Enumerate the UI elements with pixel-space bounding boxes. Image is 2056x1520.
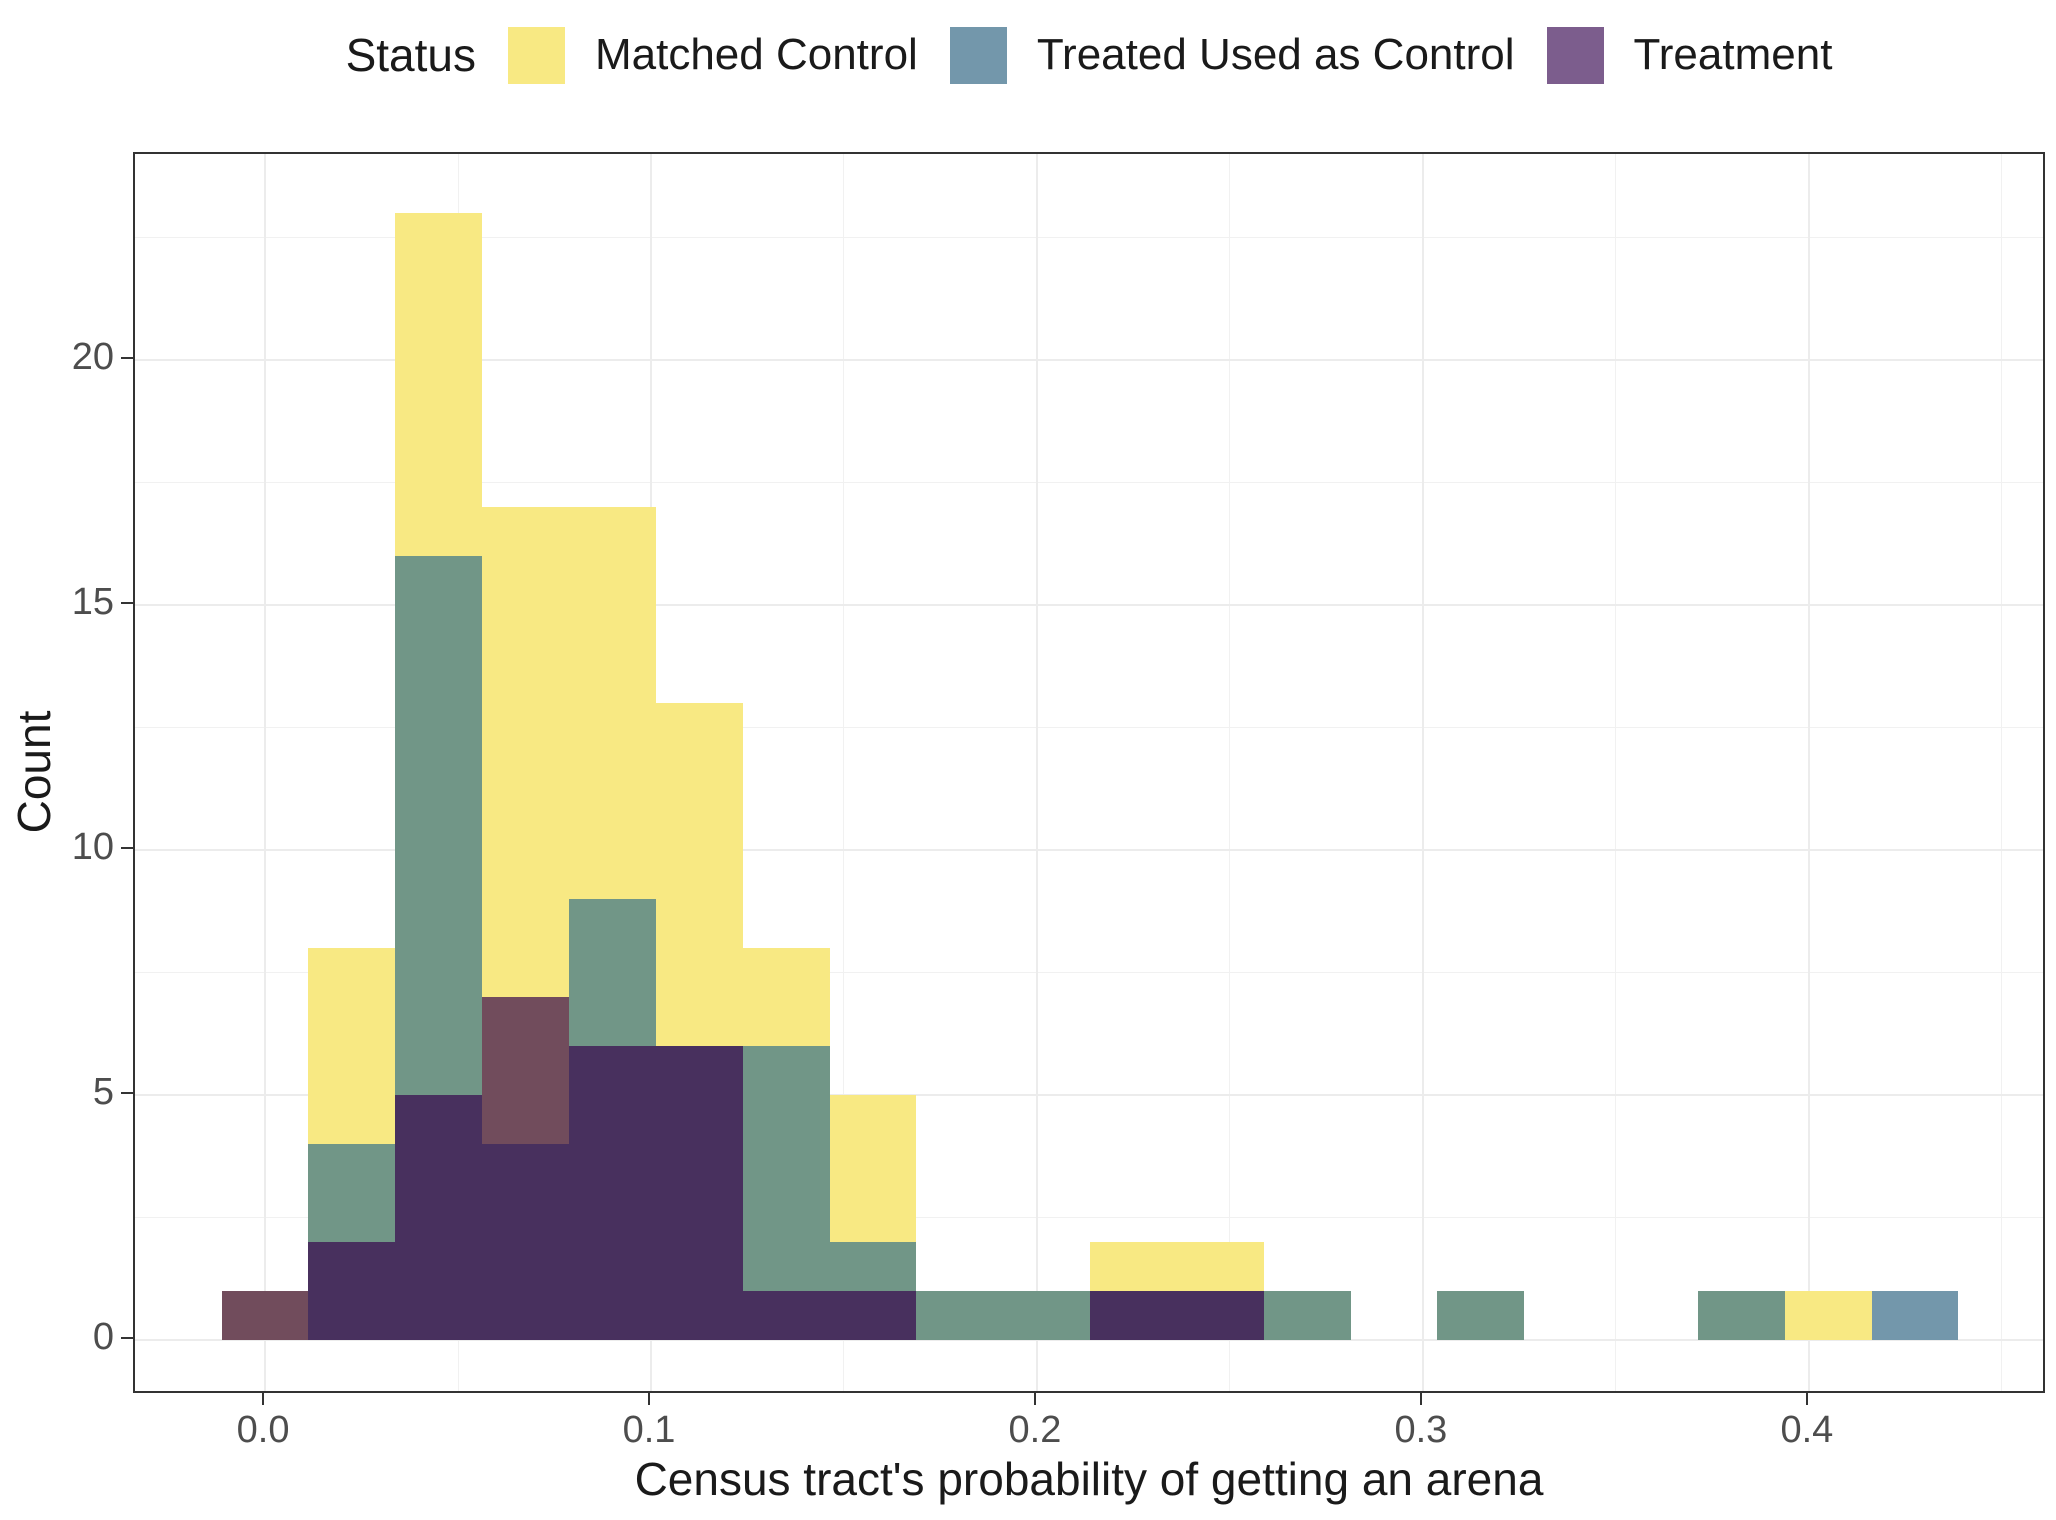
histogram-bar-segment xyxy=(1003,1291,1091,1341)
histogram-bar-segment xyxy=(308,1242,396,1341)
legend: Status Matched Control Treated Used as Co… xyxy=(133,14,2045,96)
y-tick-mark xyxy=(121,1092,133,1095)
y-minor-gridline xyxy=(135,1217,2043,1219)
x-major-gridline xyxy=(1807,154,1810,1391)
plot-panel xyxy=(133,152,2045,1393)
x-major-gridline xyxy=(1035,154,1038,1391)
histogram-bar-segment xyxy=(569,898,656,1047)
x-tick-mark xyxy=(262,1393,265,1405)
x-minor-gridline xyxy=(843,154,845,1391)
histogram-bar-segment xyxy=(1437,1291,1525,1341)
histogram-bar-segment xyxy=(655,702,743,1047)
histogram-bar-segment xyxy=(308,948,396,1145)
x-tick-mark xyxy=(1033,1393,1036,1405)
x-minor-gridline xyxy=(1615,154,1617,1391)
y-major-gridline xyxy=(135,848,2043,851)
histogram-bar-segment xyxy=(1263,1291,1351,1341)
y-tick-mark xyxy=(121,356,133,359)
histogram-bar-segment xyxy=(1176,1242,1264,1292)
x-tick-label: 0.0 xyxy=(236,1409,290,1451)
y-minor-gridline xyxy=(135,726,2043,728)
y-major-gridline xyxy=(135,358,2043,361)
histogram-bar-segment xyxy=(569,1046,656,1341)
x-major-gridline xyxy=(1421,154,1424,1391)
y-tick-label: 0 xyxy=(92,1316,114,1359)
x-major-gridline xyxy=(264,154,267,1391)
histogram-bar-segment xyxy=(1090,1242,1177,1292)
y-minor-gridline xyxy=(135,236,2043,238)
y-tick-label: 10 xyxy=(71,825,114,868)
histogram-bar-segment xyxy=(1090,1291,1177,1341)
y-tick-label: 15 xyxy=(71,580,114,623)
legend-label: Matched Control xyxy=(594,30,918,79)
y-tick-label: 20 xyxy=(71,335,114,378)
histogram-bar-segment xyxy=(742,1291,830,1341)
histogram-bar-segment xyxy=(395,555,483,1096)
histogram-bar-segment xyxy=(482,997,569,1145)
histogram-bar-segment xyxy=(1784,1291,1872,1341)
legend-swatch-tr xyxy=(1546,26,1604,84)
histogram-bar-segment xyxy=(395,1095,483,1341)
legend-title: Status xyxy=(345,29,476,81)
legend-label: Treatment xyxy=(1633,30,1833,79)
histogram-bar-segment xyxy=(308,1144,396,1243)
histogram-bar-segment xyxy=(569,506,656,899)
histogram-bar-segment xyxy=(1871,1291,1959,1341)
x-tick-label: 0.4 xyxy=(1780,1409,1834,1451)
histogram-bar-segment xyxy=(1697,1291,1785,1341)
x-axis-title: Census tract's probability of getting an… xyxy=(634,1453,1544,1505)
y-minor-gridline xyxy=(135,972,2043,973)
y-tick-mark xyxy=(121,1337,133,1340)
histogram-bar-segment xyxy=(916,1291,1004,1341)
y-tick-mark xyxy=(121,601,133,604)
y-axis-title: Count xyxy=(8,710,60,834)
legend-swatch-mc xyxy=(507,26,565,84)
x-tick-label: 0.1 xyxy=(622,1409,676,1451)
y-tick-mark xyxy=(121,846,133,849)
x-tick-mark xyxy=(648,1393,651,1405)
histogram-bar-segment xyxy=(829,1095,917,1243)
y-major-gridline xyxy=(135,1339,2043,1342)
histogram-bar-segment xyxy=(1176,1291,1264,1341)
legend-swatch-tc xyxy=(949,26,1007,84)
legend-item-tr: Treatment xyxy=(1546,26,1833,84)
legend-label: Treated Used as Control xyxy=(1036,30,1515,79)
x-minor-gridline xyxy=(1229,154,1231,1391)
histogram-bar-segment xyxy=(655,1046,743,1341)
histogram-bar-segment xyxy=(482,506,569,998)
y-tick-label: 5 xyxy=(92,1071,114,1114)
histogram-bar-segment xyxy=(221,1291,309,1341)
histogram-bar-segment xyxy=(829,1291,917,1341)
x-tick-label: 0.2 xyxy=(1008,1409,1062,1451)
x-tick-mark xyxy=(1419,1393,1422,1405)
legend-item-mc: Matched Control xyxy=(507,26,918,84)
legend-item-tc: Treated Used as Control xyxy=(949,26,1515,84)
histogram-bar-segment xyxy=(829,1242,917,1292)
x-minor-gridline xyxy=(2001,154,2003,1391)
histogram-bar-segment xyxy=(395,212,483,556)
y-major-gridline xyxy=(135,603,2043,606)
histogram-bar-segment xyxy=(482,1144,569,1341)
histogram-bar-segment xyxy=(742,1046,830,1292)
y-minor-gridline xyxy=(135,481,2043,483)
y-major-gridline xyxy=(135,1094,2043,1097)
x-tick-label: 0.3 xyxy=(1394,1409,1448,1451)
x-tick-mark xyxy=(1805,1393,1808,1405)
histogram-bar-segment xyxy=(742,948,830,1047)
